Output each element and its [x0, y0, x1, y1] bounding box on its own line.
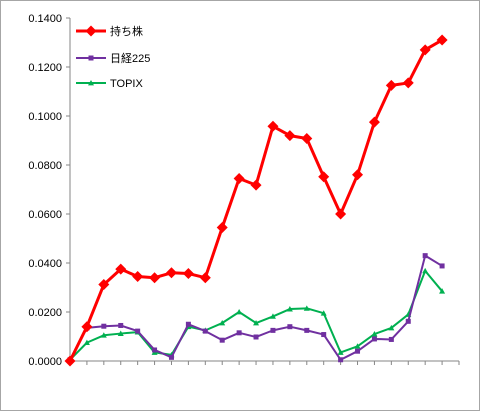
data-point — [284, 130, 296, 142]
data-point — [101, 323, 107, 329]
data-point — [253, 334, 259, 340]
data-point — [165, 267, 177, 279]
legend-label: 持ち株 — [110, 24, 143, 38]
y-tick-label: 0.0000 — [28, 356, 62, 368]
legend-marker — [85, 25, 97, 37]
data-point — [236, 309, 243, 315]
series-2 — [67, 267, 446, 363]
y-tick-label: 0.0800 — [28, 160, 62, 172]
data-point — [100, 332, 107, 338]
data-point — [402, 77, 414, 89]
data-point — [422, 267, 429, 274]
data-point — [301, 133, 313, 145]
series-line — [69, 269, 443, 361]
legend-marker — [88, 80, 94, 86]
data-point — [202, 328, 208, 334]
data-point — [321, 332, 327, 338]
legend-marker — [88, 55, 94, 61]
data-point — [436, 34, 448, 46]
data-point — [388, 336, 394, 342]
data-point — [236, 330, 242, 336]
data-point — [199, 272, 211, 284]
y-tick-label: 0.0400 — [28, 258, 62, 270]
data-point — [355, 348, 361, 354]
data-point — [304, 327, 310, 333]
data-point — [439, 288, 446, 294]
legend-entry: 持ち株 — [76, 24, 143, 38]
data-point — [287, 324, 293, 330]
chart-axes — [69, 18, 459, 362]
data-point — [320, 310, 327, 316]
data-point — [267, 120, 279, 132]
data-point — [385, 79, 397, 91]
data-point — [371, 336, 377, 342]
data-point — [337, 349, 344, 355]
y-tick-labels: 0.0000 0.0200 0.0400 0.0600 0.0800 0.1000 0.12… — [28, 13, 460, 368]
data-point — [371, 331, 378, 337]
data-point — [152, 347, 158, 353]
y-tick-label: 0.1200 — [28, 62, 62, 74]
data-point — [269, 313, 276, 319]
data-point — [64, 355, 76, 367]
data-point — [118, 322, 124, 328]
data-point — [253, 320, 260, 326]
data-point — [422, 253, 428, 259]
data-point — [335, 208, 347, 220]
data-point — [270, 327, 276, 333]
data-point — [338, 357, 344, 363]
data-point — [115, 263, 127, 275]
data-point — [132, 270, 144, 282]
data-point — [182, 268, 194, 280]
data-point — [135, 328, 141, 334]
y-tick-label: 0.1000 — [28, 111, 62, 123]
y-tick-label: 0.1400 — [28, 13, 62, 25]
data-point — [303, 305, 310, 311]
data-point — [439, 263, 445, 269]
y-tick-label: 0.0600 — [28, 209, 62, 221]
data-point — [286, 306, 293, 312]
y-tick-label: 0.0200 — [28, 307, 62, 319]
series-0 — [64, 34, 448, 367]
data-point — [219, 337, 225, 343]
data-point — [81, 321, 93, 333]
data-point — [233, 172, 245, 184]
data-point — [250, 179, 262, 191]
legend-label: 日経225 — [110, 52, 150, 65]
legend-entry: TOPIX — [76, 78, 143, 90]
data-point — [219, 320, 226, 326]
data-point — [318, 171, 330, 183]
data-point — [352, 169, 364, 181]
data-point — [185, 321, 191, 327]
data-point — [149, 272, 161, 284]
data-point — [368, 116, 380, 128]
legend-entry: 日経225 — [76, 52, 150, 65]
data-point — [83, 339, 90, 346]
data-point — [388, 324, 395, 331]
data-point — [168, 354, 174, 360]
data-point — [117, 330, 124, 336]
legend-label: TOPIX — [110, 78, 143, 90]
series-layer — [64, 34, 448, 367]
data-point — [419, 44, 431, 56]
data-point — [405, 318, 411, 324]
data-point — [98, 279, 110, 291]
data-point — [354, 343, 361, 349]
data-point — [216, 221, 228, 233]
